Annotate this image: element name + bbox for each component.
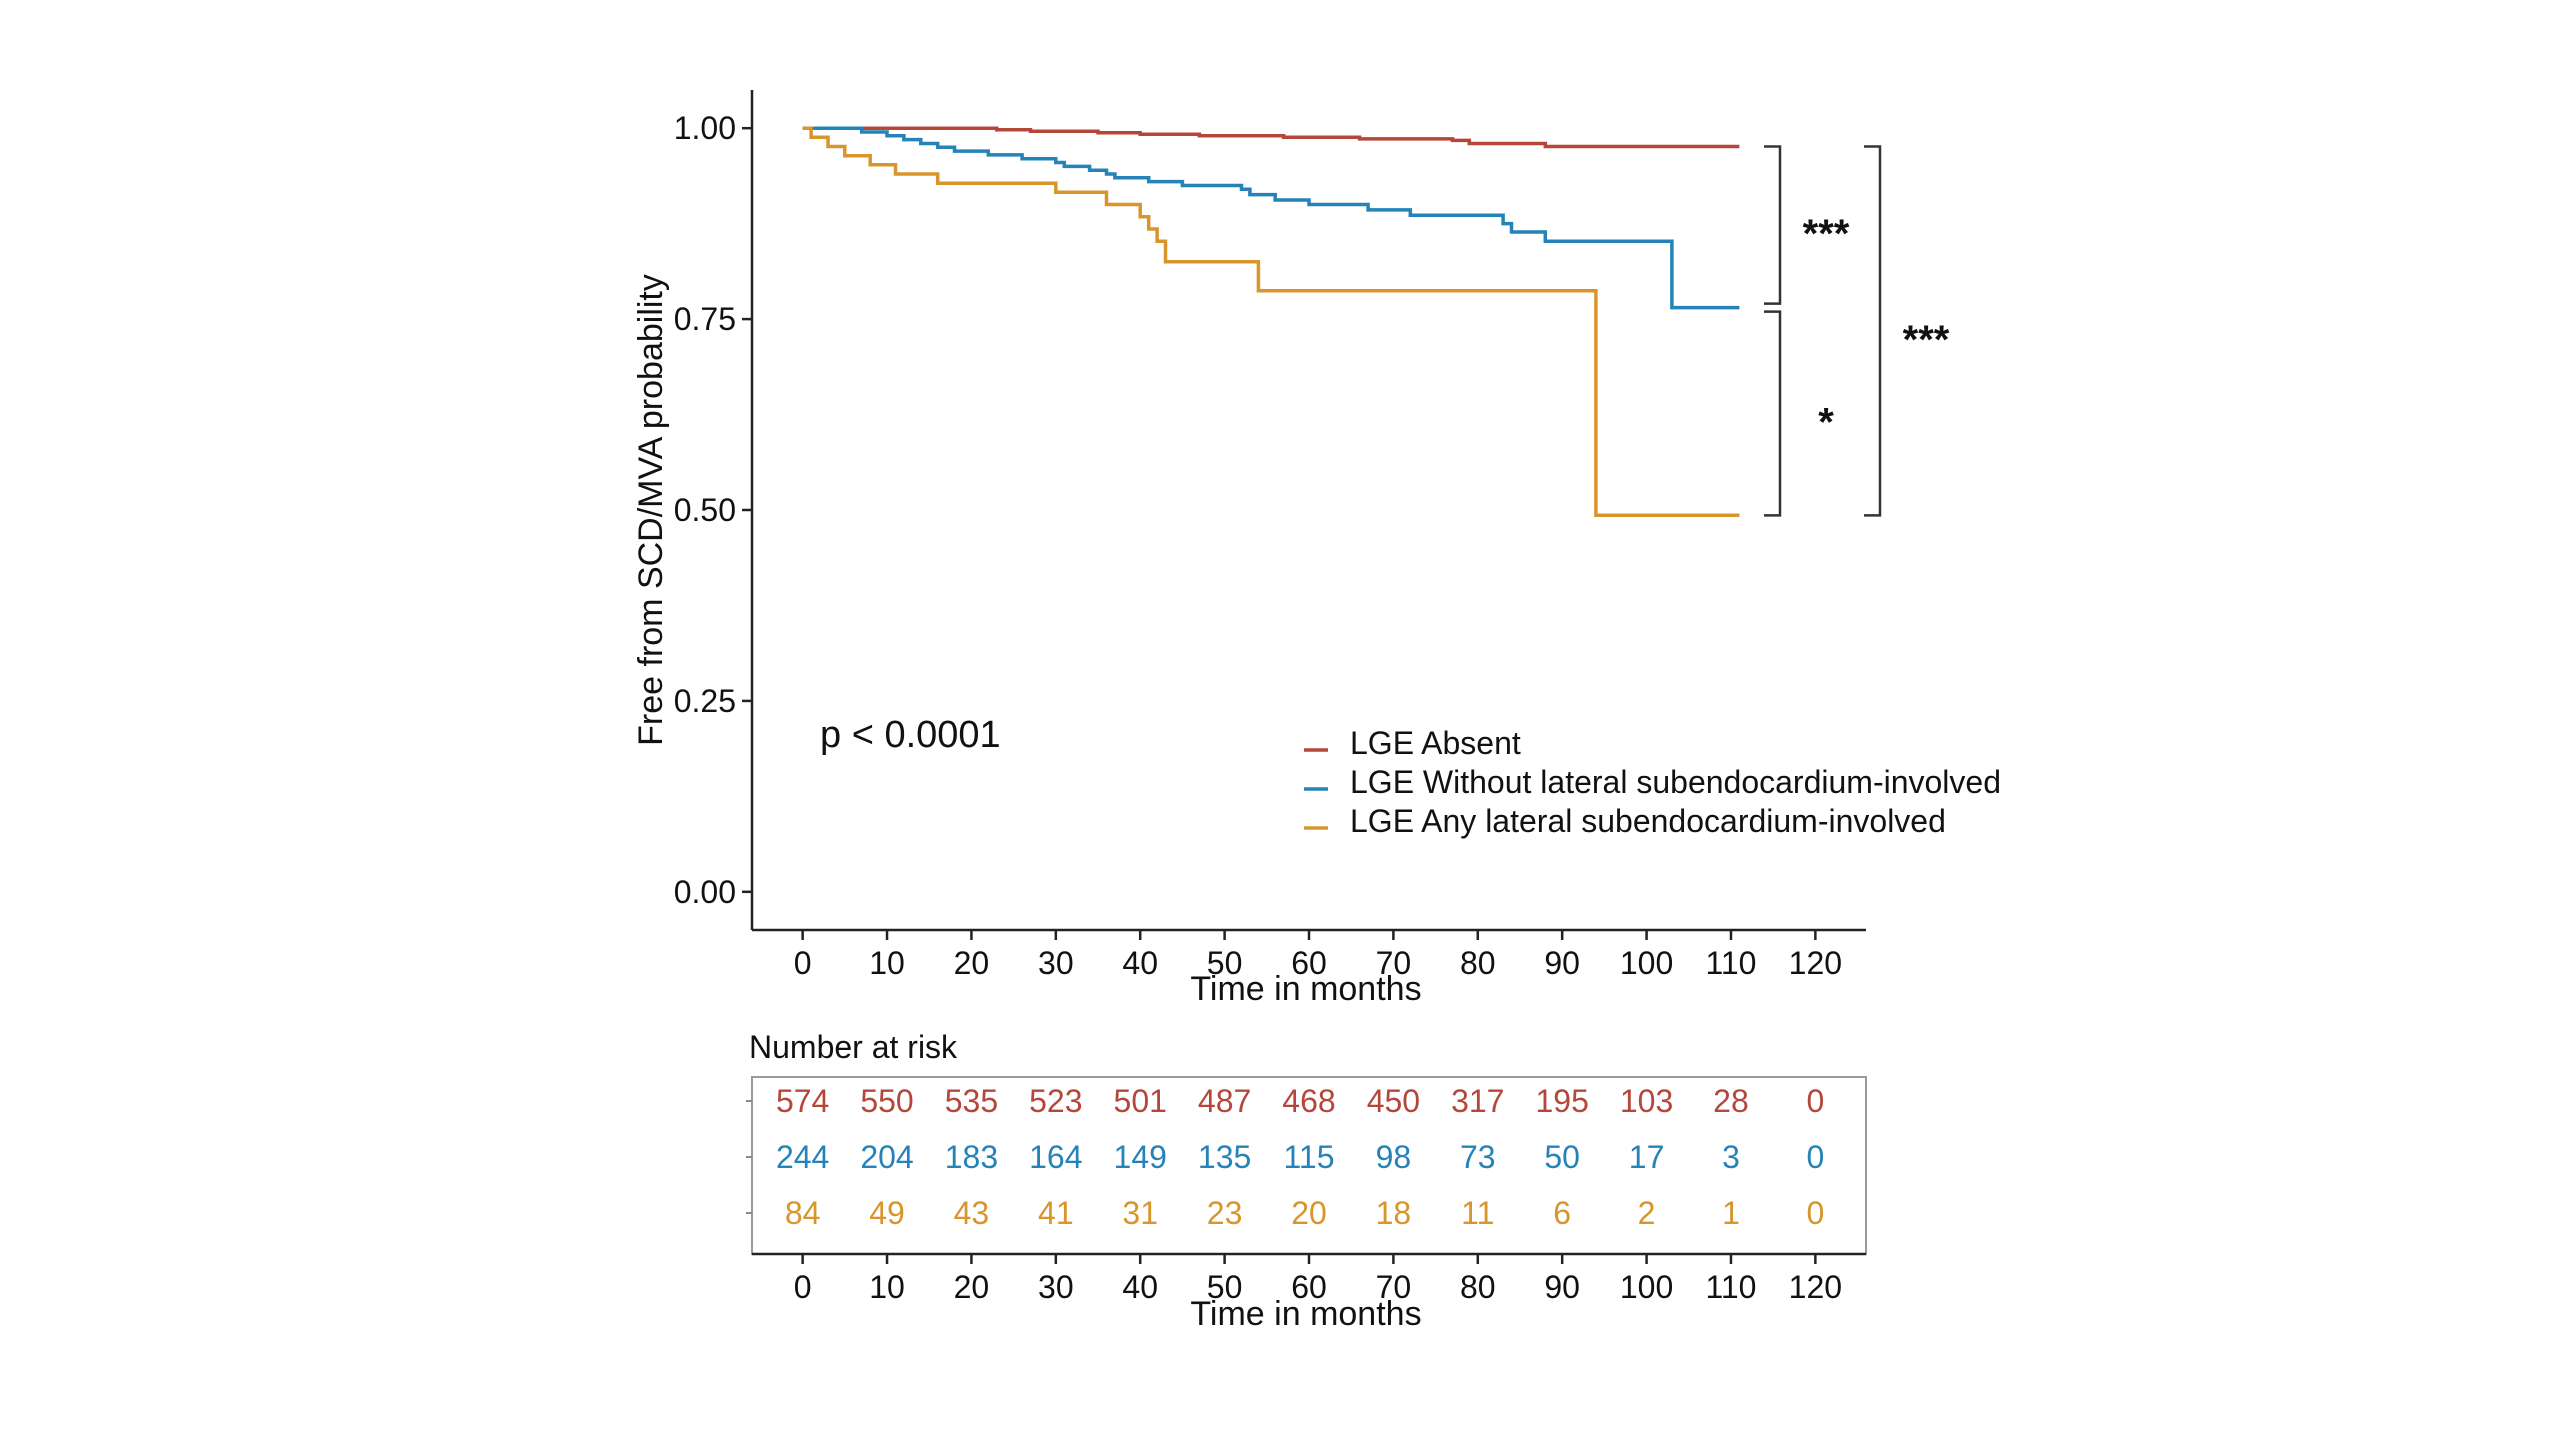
survival-curve-1	[802, 126, 1740, 149]
risk-value: 2	[1638, 1195, 1656, 1231]
risk-value: 1	[1722, 1195, 1740, 1231]
risk-value: 535	[945, 1083, 998, 1119]
risk-value: 450	[1367, 1083, 1420, 1119]
significance-bracket-1	[1764, 145, 1782, 305]
risk-value: 3	[1722, 1139, 1740, 1175]
y-tick-label: 1.00	[674, 110, 736, 146]
risk-value: 487	[1198, 1083, 1251, 1119]
risk-value: 50	[1544, 1139, 1580, 1175]
risk-value: 244	[776, 1139, 829, 1175]
y-tick-label: 0.25	[674, 683, 736, 719]
risk-value: 149	[1114, 1139, 1167, 1175]
risk-x-tick-label: 30	[1038, 1269, 1074, 1305]
risk-value: 135	[1198, 1139, 1251, 1175]
significance-brackets: *******	[1764, 145, 1950, 517]
risk-value: 73	[1460, 1139, 1496, 1175]
risk-value: 164	[1029, 1139, 1082, 1175]
risk-value: 98	[1376, 1139, 1412, 1175]
risk-x-tick-label: 90	[1544, 1269, 1580, 1305]
risk-value: 103	[1620, 1083, 1673, 1119]
risk-value: 115	[1283, 1139, 1334, 1175]
risk-value: 0	[1806, 1139, 1824, 1175]
y-tick-label: 0.50	[674, 492, 736, 528]
risk-value: 183	[945, 1139, 998, 1175]
significance-label-2: *	[1818, 400, 1834, 444]
risk-table: Number at risk 574 550 535 523 501 487 468 450 3…	[746, 1029, 1867, 1333]
x-tick-label: 40	[1122, 945, 1158, 981]
risk-value: 550	[860, 1083, 913, 1119]
x-tick-label: 80	[1460, 945, 1496, 981]
risk-value: 0	[1806, 1195, 1824, 1231]
survival-curves	[802, 126, 1740, 518]
y-tick-label: 0.75	[674, 301, 736, 337]
risk-value: 41	[1038, 1195, 1074, 1231]
risk-table-title: Number at risk	[749, 1029, 958, 1065]
risk-value: 523	[1029, 1083, 1082, 1119]
risk-value: 317	[1451, 1083, 1504, 1119]
x-tick-label: 90	[1544, 945, 1580, 981]
significance-bracket-2	[1764, 310, 1782, 517]
x-tick-label: 60	[1291, 945, 1327, 981]
x-axis-title: Time in months	[1190, 970, 1421, 1008]
risk-x-tick-label: 70	[1376, 1269, 1412, 1305]
legend-label-3: LGE Any lateral subendocardium-involved	[1350, 803, 1946, 839]
risk-x-tick-label: 60	[1291, 1269, 1327, 1305]
risk-value: 468	[1282, 1083, 1335, 1119]
risk-value: 501	[1114, 1083, 1167, 1119]
legend-label-2: LGE Without lateral subendocardium-invol…	[1350, 764, 2001, 800]
risk-x-tick-label: 50	[1207, 1269, 1243, 1305]
risk-table-x-axis-title: Time in months	[1190, 1295, 1421, 1333]
x-tick-label: 50	[1207, 945, 1243, 981]
risk-value: 43	[954, 1195, 990, 1231]
y-axis-title: Free from SCD/MVA probability	[632, 274, 670, 746]
risk-x-tick-label: 120	[1789, 1269, 1842, 1305]
risk-value: 574	[776, 1083, 829, 1119]
risk-value: 6	[1553, 1195, 1571, 1231]
risk-x-tick-label: 10	[869, 1269, 905, 1305]
risk-value: 31	[1122, 1195, 1158, 1231]
risk-value: 17	[1629, 1139, 1665, 1175]
x-tick-label: 70	[1376, 945, 1412, 981]
significance-label-3: ***	[1903, 318, 1950, 362]
y-tick-label: 0.00	[674, 874, 736, 910]
x-tick-label: 10	[869, 945, 905, 981]
risk-value: 49	[869, 1195, 905, 1231]
risk-x-tick-label: 40	[1122, 1269, 1158, 1305]
x-tick-label: 120	[1789, 945, 1842, 981]
risk-value: 23	[1207, 1195, 1243, 1231]
risk-x-tick-label: 0	[794, 1269, 812, 1305]
significance-bracket-3	[1864, 145, 1882, 517]
risk-value: 84	[785, 1195, 821, 1231]
risk-value: 0	[1806, 1083, 1824, 1119]
risk-x-tick-label: 100	[1620, 1269, 1673, 1305]
x-tick-label: 110	[1705, 945, 1756, 981]
plot-axes	[742, 90, 1866, 940]
survival-curve-3	[802, 126, 1740, 518]
risk-x-tick-label: 80	[1460, 1269, 1496, 1305]
survival-curve-2	[802, 126, 1740, 310]
risk-value: 20	[1291, 1195, 1327, 1231]
risk-value: 28	[1713, 1083, 1749, 1119]
survival-plot: ******* 0.000.250.500.751.000 10 20 30 40 50 6…	[632, 90, 2001, 1008]
x-tick-label: 0	[794, 945, 812, 981]
risk-value: 204	[860, 1139, 913, 1175]
x-tick-label: 20	[954, 945, 990, 981]
risk-value: 11	[1461, 1195, 1494, 1231]
risk-x-tick-label: 20	[954, 1269, 990, 1305]
significance-label-1: ***	[1803, 212, 1850, 256]
p-value-annotation: p < 0.0001	[820, 714, 1001, 756]
x-tick-label: 30	[1038, 945, 1074, 981]
risk-value: 195	[1535, 1083, 1588, 1119]
x-tick-label: 100	[1620, 945, 1673, 981]
risk-x-tick-label: 110	[1705, 1269, 1756, 1305]
legend-label-1: LGE Absent	[1350, 725, 1521, 761]
tick-labels: 0.00 0.25 0.50 0.75 1.00 0 10 20 30 40 50 60 70 80 90 1…	[674, 110, 1842, 981]
risk-value: 18	[1376, 1195, 1412, 1231]
